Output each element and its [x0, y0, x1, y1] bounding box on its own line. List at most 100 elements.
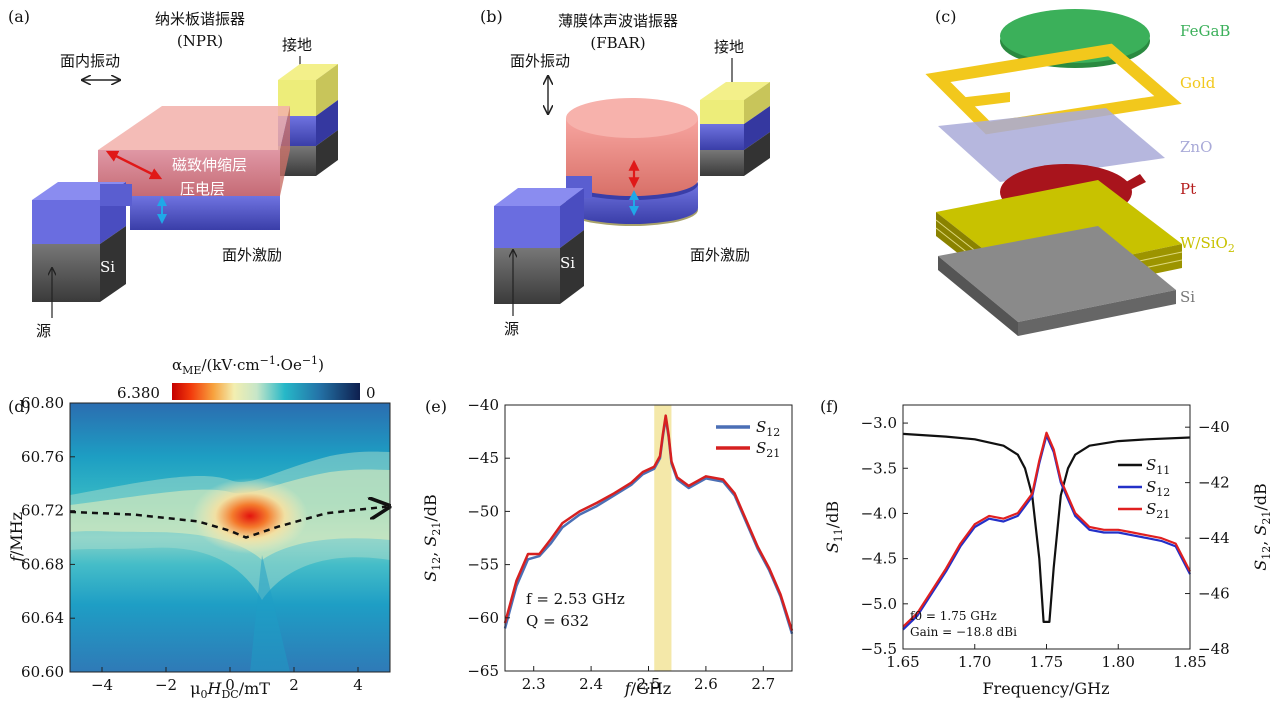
- npr-ground-block: [278, 64, 338, 176]
- f-x-ticks: 1.65 1.70 1.75 1.80 1.85: [886, 644, 1207, 671]
- fbar-title: 薄膜体声波谐振器: [558, 12, 678, 30]
- fbar-abbr: (FBAR): [590, 34, 645, 52]
- panel-a-label: (a): [8, 7, 30, 26]
- panel-c-label: (c): [935, 7, 956, 26]
- y-tick-label: 60.72: [21, 502, 64, 520]
- legend-label-s12-f: S12: [1146, 478, 1170, 499]
- e-y-ticks: −40 −45 −50 −55 −60 −65: [467, 396, 510, 680]
- d-y-axis-label: f/MHz: [7, 512, 26, 563]
- y-tick-label: −46: [1198, 585, 1230, 603]
- x-tick-label: −4: [91, 676, 113, 694]
- magneto-layer-label: 磁致伸缩层: [172, 156, 247, 174]
- fbar-vibration-label: 面外振动: [510, 52, 570, 70]
- colorbar: [172, 383, 360, 400]
- y-tick-label: 60.68: [21, 555, 64, 573]
- e-annotation-f: f = 2.53 GHz: [526, 590, 625, 608]
- f-annotation-f0: f0 = 1.75 GHz: [910, 609, 997, 623]
- y-tick-label: −48: [1198, 640, 1230, 658]
- colorbar-min: 0: [366, 384, 376, 402]
- npr-vibration-label: 面内振动: [60, 52, 120, 70]
- y-tick-label: −4.5: [861, 550, 897, 568]
- npr-source-block: Si: [32, 182, 132, 302]
- e-y-axis-label: S12, S21/dB: [421, 494, 443, 582]
- y-tick-label: −55: [467, 556, 499, 574]
- x-tick-label: 1.70: [958, 653, 991, 671]
- f-x-axis-label: Frequency/GHz: [982, 679, 1109, 698]
- e-x-axis-label: f/GHz: [624, 679, 671, 698]
- layer-label-pt: Pt: [1180, 180, 1196, 198]
- e-x-ticks: 2.3 2.4 2.5 2.6 2.7: [522, 666, 775, 693]
- panel-f: (f) 1.65 1.70 1.75 1.80 1.85 −3.0 −3.5 −4.0 −4.…: [820, 397, 1273, 698]
- x-tick-label: 1.85: [1173, 653, 1206, 671]
- series-line-s21: [503, 414, 794, 631]
- panel-e-label: (e): [425, 397, 447, 416]
- y-tick-label: −65: [467, 662, 499, 680]
- y-tick-label: −3.0: [861, 414, 897, 432]
- x-tick-label: 2.5: [637, 675, 661, 693]
- x-tick-label: 0: [225, 676, 235, 694]
- y-tick-label: 60.64: [21, 609, 64, 627]
- panel-d: (d) αME/(kV·cm−1·Oe−1) 6.380 0 −4 −2 0 2 4 6…: [7, 354, 390, 701]
- panel-b-label: (b): [480, 7, 503, 26]
- e-plot-frame: [504, 404, 793, 672]
- panel-f-label: (f): [820, 397, 838, 416]
- panel-d-label: (d): [8, 397, 31, 416]
- y-tick-label: −40: [467, 396, 499, 414]
- legend-label-s12: S12: [756, 418, 780, 439]
- magneto-strain-arrow: [105, 150, 163, 180]
- x-tick-label: 2.3: [522, 675, 546, 693]
- y-tick-label: −60: [467, 609, 499, 627]
- x-tick-label: 2.4: [579, 675, 603, 693]
- npr-excitation-label: 面外激励: [222, 246, 282, 264]
- layer-label-w-sio2: W/SiO2: [1180, 234, 1235, 255]
- y-tick-label: 60.60: [21, 663, 64, 681]
- fbar-excitation-label: 面外激励: [690, 246, 750, 264]
- f-y-left-axis-label: S11/dB: [823, 501, 845, 553]
- f-y-left-ticks: −3.0 −3.5 −4.0 −4.5 −5.0 −5.5: [861, 414, 908, 658]
- si-layer: [938, 226, 1176, 336]
- d-x-axis-label: μ0HDC/mT: [190, 679, 270, 701]
- colorbar-label: αME/(kV·cm−1·Oe−1): [172, 354, 324, 377]
- zno-layer: [938, 108, 1165, 182]
- fbar-si-label: Si: [560, 254, 575, 272]
- series-line-f-s11: [902, 432, 1191, 623]
- layer-label-gold: Gold: [1180, 74, 1216, 92]
- panel-e: (e) 2.3 2.4 2.5 2.6 2.7 −40 −45 −50 −55 −60 −65 S…: [421, 396, 794, 698]
- legend-label-s21-f: S21: [1146, 500, 1170, 521]
- f-series: [902, 431, 1191, 631]
- x-tick-label: 1.80: [1102, 653, 1135, 671]
- e-series: [503, 414, 794, 635]
- y-tick-label: −45: [467, 449, 499, 467]
- colorbar-max: 6.380: [117, 384, 160, 402]
- panel-b: (b) 薄膜体声波谐振器 (FBAR) 面外振动 接地: [480, 7, 770, 338]
- y-tick-label: 60.76: [21, 448, 64, 466]
- y-tick-label: −50: [467, 502, 499, 520]
- series-line-f-s21: [902, 431, 1191, 628]
- f-y-right-ticks: −40 −42 −44 −46 −48: [1185, 418, 1230, 658]
- f-annotation-gain: Gain = −18.8 dBi: [910, 625, 1017, 639]
- e-annotation-q: Q = 632: [526, 612, 589, 630]
- fbar-source-block: Si: [494, 176, 592, 304]
- y-tick-label: −42: [1198, 474, 1230, 492]
- d-y-ticks: 60.80 60.76 60.72 60.68 60.64 60.60: [21, 394, 75, 681]
- y-tick-label: −4.0: [861, 504, 897, 522]
- y-tick-label: −44: [1198, 529, 1230, 547]
- y-tick-label: −5.5: [861, 640, 897, 658]
- fbar-ground-label: 接地: [714, 38, 744, 56]
- fbar-disc: [566, 98, 698, 226]
- y-tick-label: −3.5: [861, 459, 897, 477]
- fbar-source-label: 源: [504, 320, 519, 338]
- gold-layer: [925, 43, 1182, 135]
- x-tick-label: 4: [353, 676, 363, 694]
- panel-c: (c) FeGaB Gol: [925, 7, 1235, 336]
- layer-label-zno: ZnO: [1180, 138, 1212, 156]
- layer-label-si: Si: [1180, 288, 1195, 306]
- x-tick-label: 1.75: [1030, 653, 1063, 671]
- legend-label-s11: S11: [1146, 456, 1170, 477]
- e-legend: S12 S21: [716, 418, 780, 460]
- panel-a: (a) 纳米板谐振器 (NPR) 面内振动 接地 磁致伸缩层 压电层: [8, 7, 338, 340]
- x-tick-label: 2.7: [751, 675, 775, 693]
- npr-ground-label: 接地: [282, 36, 312, 54]
- y-tick-label: 60.80: [21, 394, 64, 412]
